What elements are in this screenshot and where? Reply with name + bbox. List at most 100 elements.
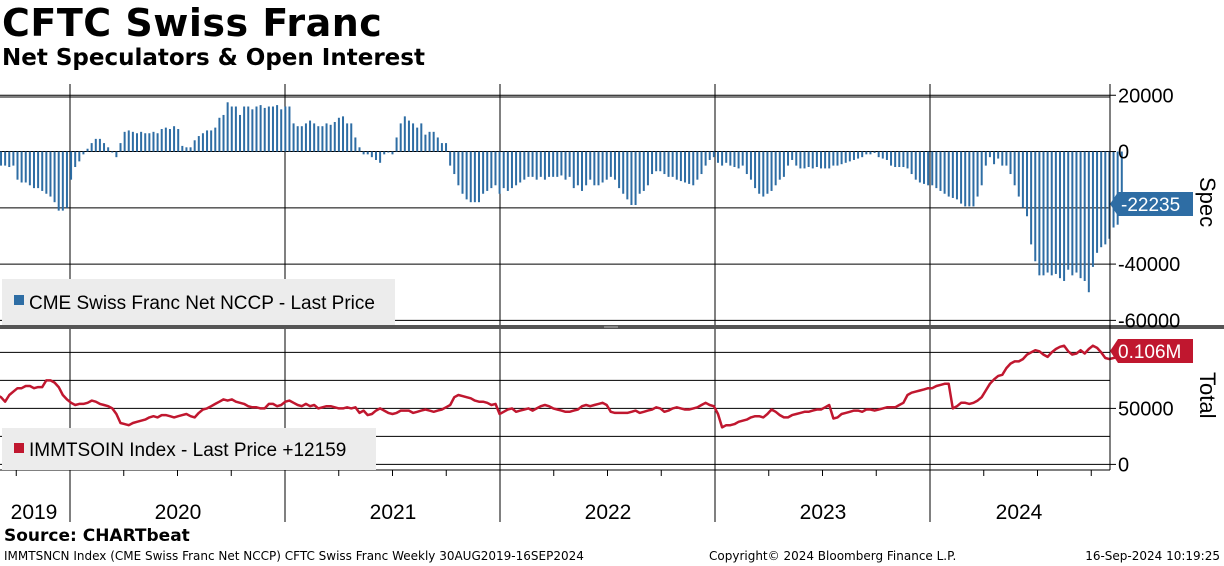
spec-bar <box>247 106 250 152</box>
spec-bar <box>988 151 991 158</box>
chart-subtitle: Net Speculators & Open Interest <box>2 45 425 71</box>
spec-bar <box>1079 151 1082 279</box>
spec-bar <box>997 151 1000 159</box>
spec-bar <box>560 151 563 176</box>
spec-ytick-label: 20000 <box>1118 85 1174 107</box>
spec-bar <box>898 151 901 168</box>
spec-bar <box>61 151 64 211</box>
spec-bar <box>127 130 130 152</box>
total-legend-label: IMMTSOIN Index - Last Price +12159 <box>29 440 346 461</box>
spec-bar <box>1034 151 1037 262</box>
spec-bar <box>951 151 954 198</box>
spec-bar <box>1116 151 1119 225</box>
spec-bar <box>370 151 373 158</box>
spec-bar <box>873 151 876 153</box>
total-line <box>0 344 1132 429</box>
spec-bar <box>420 123 423 152</box>
spec-bar <box>861 151 864 158</box>
spec-bar <box>24 151 27 183</box>
spec-bar <box>568 151 571 177</box>
year-label: 2020 <box>155 501 202 524</box>
spec-bar <box>234 106 237 152</box>
spec-bar <box>630 151 633 205</box>
spec-bar <box>993 151 996 165</box>
spec-bar <box>98 138 101 152</box>
spec-bar <box>436 137 439 152</box>
spec-bar <box>399 123 402 152</box>
spec-bar <box>708 151 711 160</box>
spec-bar <box>1063 151 1066 281</box>
footer-timestamp: 16-Sep-2024 10:19:25 <box>1085 549 1220 563</box>
source-label: Source: CHARTbeat <box>4 526 190 546</box>
spec-bar <box>477 151 480 203</box>
spec-bar <box>218 117 221 152</box>
spec-bar <box>593 151 596 186</box>
year-label: 2022 <box>585 501 632 524</box>
spec-bar <box>8 151 11 168</box>
spec-bar <box>243 106 246 152</box>
spec-bar <box>976 151 979 197</box>
spec-bar <box>412 123 415 152</box>
spec-bar <box>902 151 905 168</box>
spec-ytick-label: -40000 <box>1118 254 1180 276</box>
spec-bar <box>622 151 625 194</box>
spec-bar <box>366 151 369 155</box>
total-ytick-label: 50000 <box>1118 398 1174 420</box>
spec-last-value-tag <box>1110 192 1193 216</box>
spec-bar <box>74 151 77 168</box>
spec-bar <box>506 151 509 191</box>
spec-bar <box>923 151 926 184</box>
spec-bar <box>877 151 880 158</box>
spec-bar <box>41 151 44 191</box>
spec-bar <box>292 123 295 152</box>
spec-bar <box>791 151 794 160</box>
spec-bar <box>65 151 68 208</box>
spec-bar <box>918 151 921 183</box>
spec-bar <box>585 151 588 186</box>
spec-bar <box>572 151 575 189</box>
spec-bar <box>193 140 196 152</box>
spec-bar <box>1001 151 1004 166</box>
spec-bar-series <box>0 102 1123 293</box>
spec-bar <box>342 116 345 152</box>
spec-bar <box>1087 151 1090 293</box>
spec-bar <box>1005 151 1008 166</box>
spec-bar <box>407 120 410 152</box>
spec-bar <box>733 151 736 168</box>
spec-bar <box>432 131 435 152</box>
spec-bar <box>90 143 93 152</box>
spec-bar <box>453 151 456 175</box>
spec-bar <box>185 147 188 152</box>
spec-bar <box>498 151 501 194</box>
spec-bar <box>1112 151 1115 228</box>
spec-bar <box>972 151 975 207</box>
spec-bar <box>618 151 621 189</box>
axes: 20000 0 -40000 -60000 50000 0 <box>0 84 1224 476</box>
spec-bar <box>894 151 897 168</box>
spec-bar <box>927 151 930 186</box>
spec-bar <box>111 151 114 153</box>
spec-bar <box>634 151 637 205</box>
spec-bar <box>53 151 56 203</box>
spec-bar <box>605 151 608 180</box>
spec-bar <box>609 151 612 177</box>
spec-bar <box>828 151 831 169</box>
spec-bar <box>803 151 806 169</box>
spec-bar <box>766 151 769 194</box>
spec-bar <box>86 148 89 152</box>
spec-bar <box>515 151 518 186</box>
spec-bar <box>531 151 534 177</box>
spec-bar <box>721 151 724 166</box>
spec-bar <box>597 151 600 186</box>
spec-bar <box>296 126 299 152</box>
spec-bar <box>890 151 893 166</box>
spec-bar <box>646 151 649 186</box>
spec-bar <box>1083 151 1086 281</box>
spec-bar <box>354 137 357 152</box>
spec-bar <box>131 131 134 152</box>
spec-bar <box>300 126 303 152</box>
spec-bar <box>201 133 204 152</box>
spec-bar <box>852 151 855 160</box>
spec-bar <box>135 133 138 152</box>
spec-bar <box>28 151 31 186</box>
